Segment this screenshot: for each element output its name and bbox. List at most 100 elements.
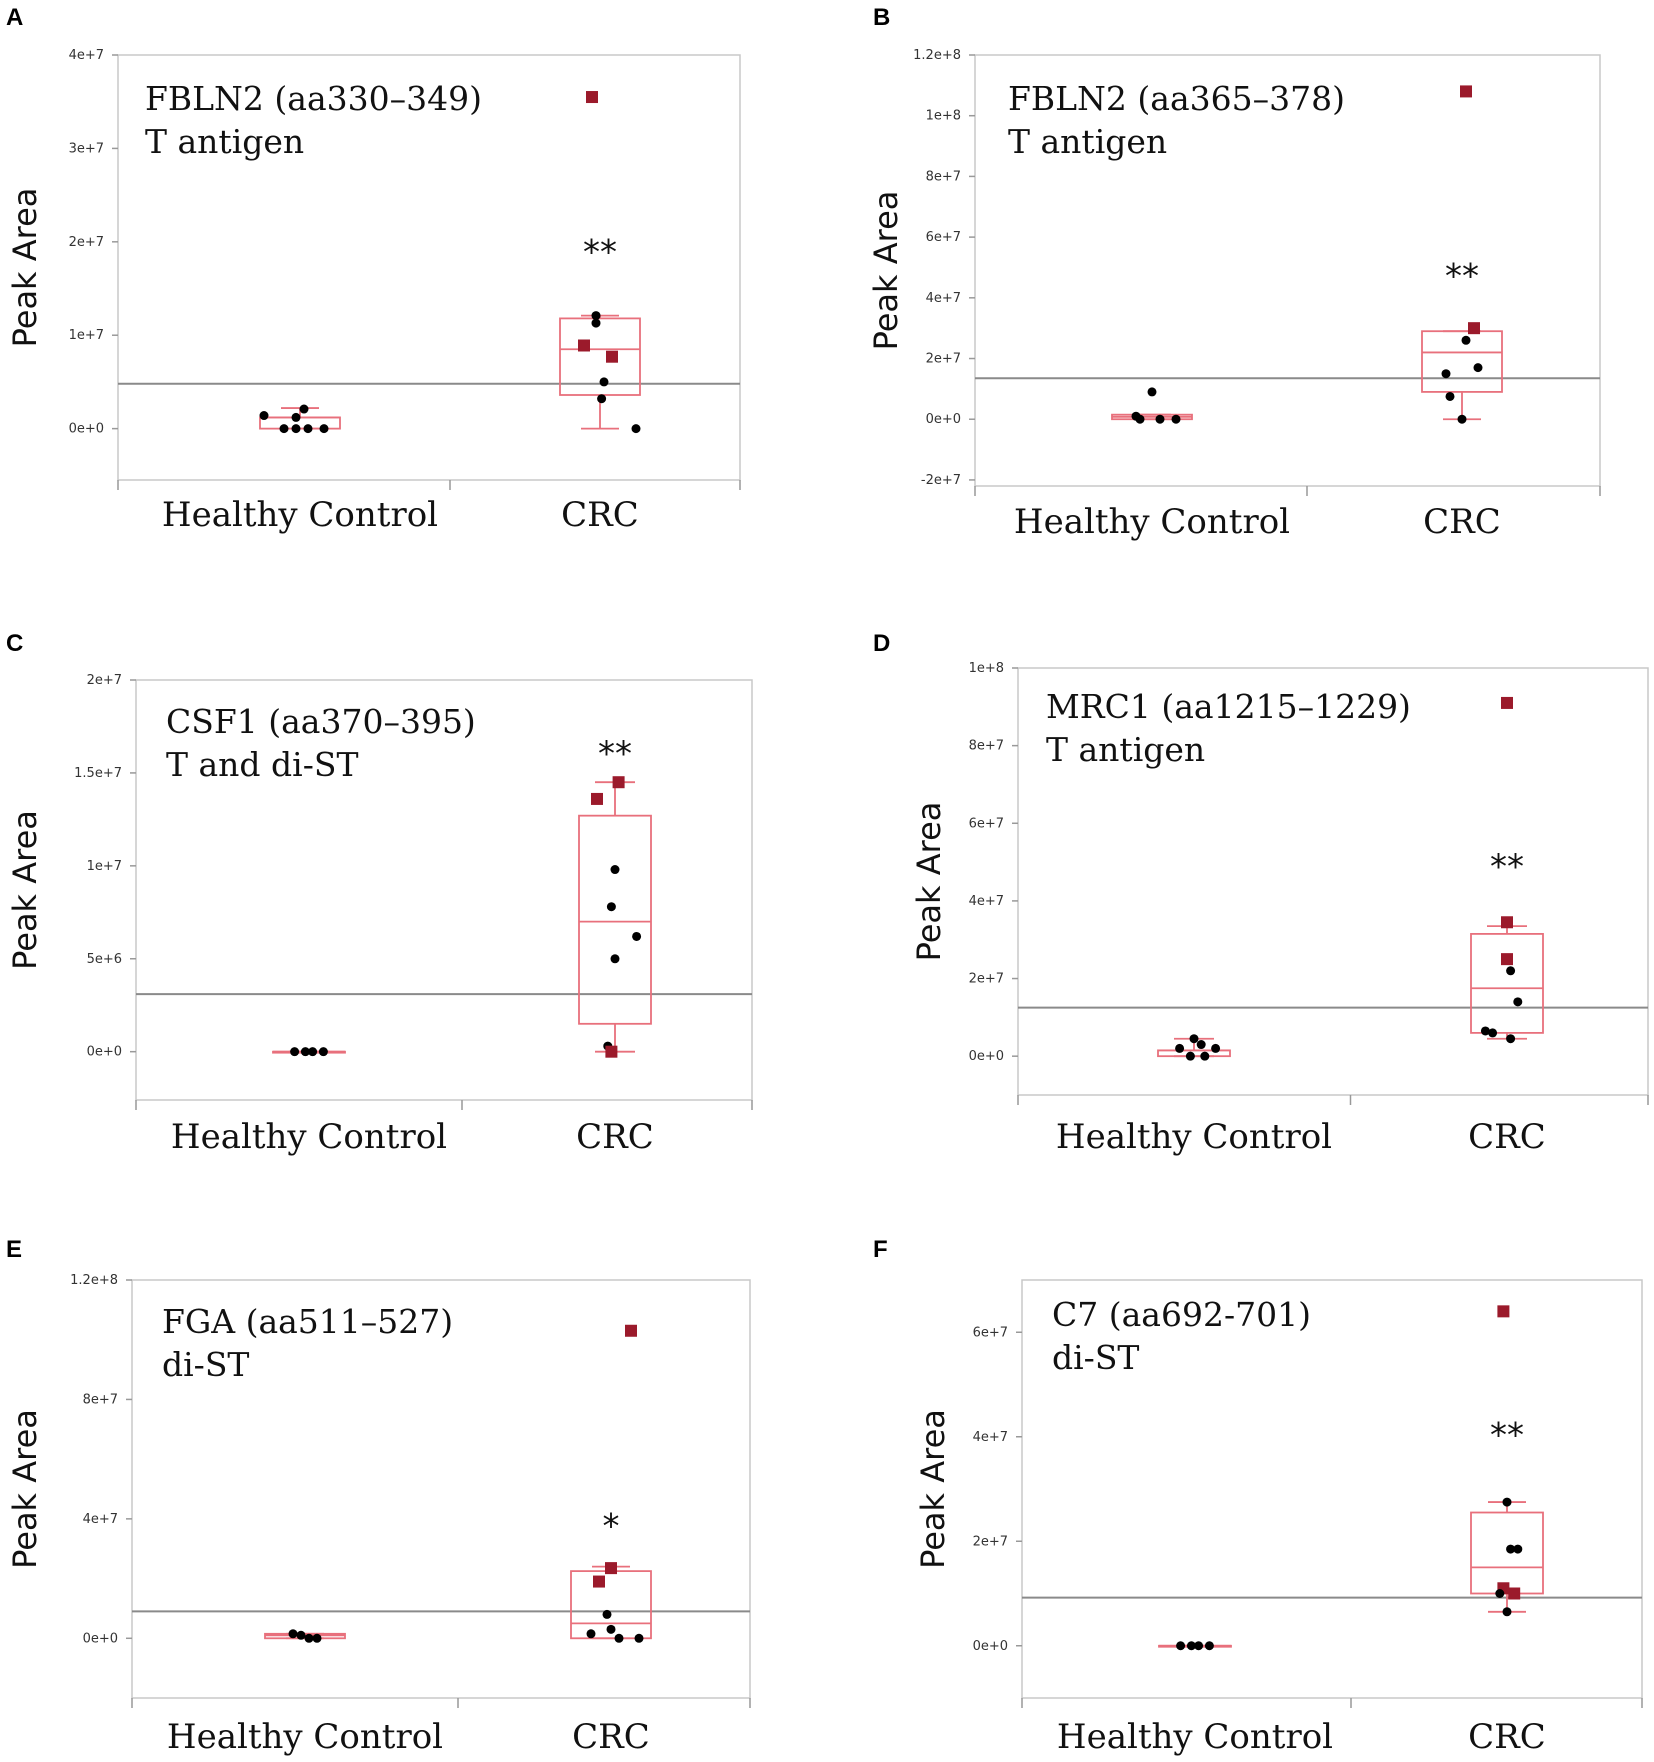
plot-frame — [131, 1279, 751, 1699]
y-axis-label: Peak Area — [914, 1409, 952, 1569]
x-category-label: Healthy Control — [1014, 502, 1290, 542]
annotation-glycan: di-ST — [162, 1345, 249, 1384]
data-point-square — [578, 339, 590, 352]
significance-marker: * — [603, 1506, 620, 1546]
y-tick-label: 0e+0 — [69, 422, 104, 437]
y-tick-label: 4e+7 — [969, 894, 1004, 909]
data-point-square — [625, 1324, 637, 1337]
panel-letter: E — [6, 1236, 23, 1263]
y-tick-label: 6e+7 — [926, 230, 961, 245]
data-point-dot — [586, 1629, 596, 1639]
annotation-peptide: C7 (aa692-701) — [1052, 1295, 1311, 1334]
plot-frame — [1021, 1279, 1643, 1699]
y-tick-label: 0e+0 — [87, 1045, 122, 1060]
panel-c: C 0e+0 5e+6 1e+7 1.5e+7 2e+7 Peak Area Healthy… — [0, 0, 827, 1160]
x-category-label: CRC — [576, 1117, 654, 1157]
data-point-dot — [1175, 1043, 1185, 1053]
data-point-dot — [296, 1630, 306, 1640]
y-axis-label: Peak Area — [867, 191, 905, 351]
data-point-dot — [634, 1633, 644, 1643]
data-point-dot — [602, 1609, 612, 1619]
data-point-dot — [291, 424, 301, 434]
data-point-square — [605, 1562, 617, 1575]
y-tick-label: 0e+0 — [83, 1631, 118, 1646]
data-point-dot — [308, 1047, 318, 1057]
data-point-dot — [597, 394, 607, 404]
data-point-dot — [279, 424, 289, 434]
y-tick-label: 6e+7 — [969, 816, 1004, 831]
significance-marker: ** — [1490, 847, 1524, 887]
data-point-dot — [1457, 414, 1467, 424]
data-point-dot — [1506, 1034, 1516, 1044]
panel-letter: C — [6, 630, 24, 657]
chart-c: 0e+0 5e+6 1e+7 1.5e+7 2e+7 Peak Area Healthy C… — [6, 673, 753, 1157]
data-point-dot — [1135, 414, 1145, 424]
y-tick-label: 6e+7 — [973, 1325, 1008, 1340]
significance-marker: ** — [583, 233, 617, 273]
chart-b: -2e+7 0e+0 2e+7 4e+7 6e+7 8e+7 1e+8 1.2e+8 Peak … — [867, 48, 1601, 542]
data-point-square — [1460, 85, 1472, 98]
data-point-dot — [1506, 966, 1516, 976]
y-tick-label: 0e+0 — [926, 412, 961, 427]
y-tick-label: 1.2e+8 — [913, 48, 961, 63]
data-point-dot — [591, 318, 601, 328]
data-point-dot — [1189, 1034, 1199, 1044]
data-point-dot — [606, 902, 616, 912]
y-tick-label: 2e+7 — [926, 352, 961, 367]
y-tick-label: 4e+7 — [69, 48, 104, 63]
panel-b: B -2e+7 0e+0 2e+7 4e+7 6e+7 8e+7 1e+8 1.2e+8 Pea… — [0, 0, 1654, 560]
x-category-label: CRC — [561, 495, 639, 535]
data-point-dot — [1480, 1026, 1490, 1036]
data-point-dot — [1194, 1641, 1204, 1651]
data-point-square — [586, 91, 598, 104]
x-category-label: Healthy Control — [171, 1117, 447, 1157]
data-point-square — [591, 792, 603, 805]
box-iqr — [1470, 1511, 1544, 1595]
significance-marker: ** — [598, 734, 632, 774]
y-tick-label: 2e+7 — [973, 1534, 1008, 1549]
data-point-dot — [1513, 997, 1523, 1007]
panel-letter: A — [6, 4, 24, 31]
significance-marker: ** — [1445, 256, 1479, 296]
data-point-square — [1497, 1305, 1510, 1318]
data-point-square — [1468, 322, 1480, 335]
data-point-dot — [1155, 414, 1165, 424]
plot-frame — [1017, 667, 1649, 1096]
y-tick-label: 1.2e+8 — [70, 1273, 118, 1288]
data-point-dot — [1185, 1051, 1195, 1061]
plot-frame — [117, 54, 741, 481]
box-iqr — [1470, 933, 1544, 1034]
data-point-dot — [1176, 1641, 1186, 1651]
data-point-dot — [1495, 1589, 1505, 1598]
annotation-glycan: T antigen — [1046, 730, 1205, 769]
data-point-dot — [1513, 1544, 1523, 1554]
data-point-dot — [599, 377, 609, 387]
data-point-dot — [1186, 1641, 1196, 1651]
data-point-dot — [299, 404, 309, 414]
x-category-label: Healthy Control — [1056, 1117, 1332, 1157]
y-tick-label: 0e+0 — [973, 1639, 1008, 1654]
data-point-square — [612, 776, 625, 789]
data-point-dot — [1211, 1043, 1221, 1053]
x-category-label: Healthy Control — [167, 1717, 443, 1757]
panel-letter: F — [873, 1236, 888, 1263]
chart-a: 0e+0 1e+7 2e+7 3e+7 4e+7 Peak Area Healthy Con… — [6, 48, 741, 535]
data-point-dot — [259, 411, 269, 421]
data-point-dot — [1171, 414, 1181, 424]
y-tick-label: 1e+8 — [926, 109, 961, 124]
data-point-dot — [1441, 369, 1451, 379]
y-tick-label: 4e+7 — [926, 291, 961, 306]
data-point-dot — [318, 1047, 328, 1057]
panel-letter: D — [873, 630, 891, 657]
y-tick-label: 4e+7 — [973, 1430, 1008, 1445]
x-category-label: CRC — [1468, 1717, 1546, 1757]
y-tick-label: 5e+6 — [87, 952, 122, 967]
y-axis-label: Peak Area — [910, 802, 948, 962]
data-point-dot — [631, 424, 641, 434]
y-tick-label: 2e+7 — [87, 673, 122, 688]
data-point-dot — [614, 1633, 624, 1643]
y-tick-label: 2e+7 — [69, 235, 104, 250]
x-category-label: Healthy Control — [162, 495, 438, 535]
